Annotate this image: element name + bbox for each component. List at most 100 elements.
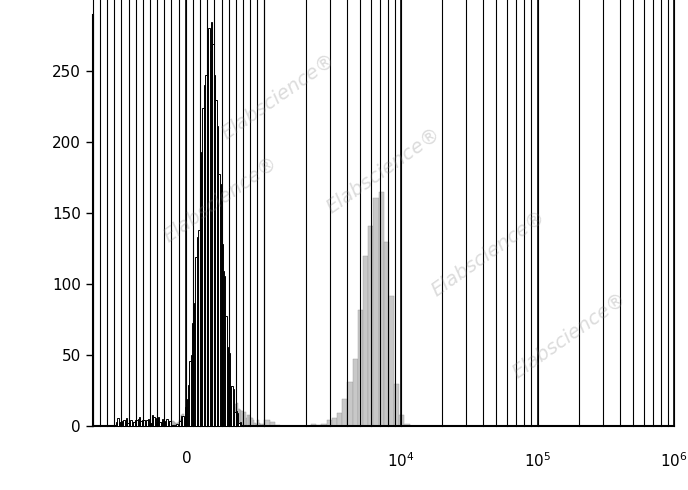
Bar [208, 27, 210, 426]
Text: Elabscience®: Elabscience® [509, 289, 630, 382]
Bar [227, 392, 228, 426]
Bar [202, 400, 204, 426]
Bar [193, 322, 194, 426]
Bar [133, 422, 135, 426]
Bar [195, 405, 197, 426]
Bar [158, 416, 159, 426]
Bar [165, 421, 166, 426]
Bar [185, 416, 186, 426]
Bar [172, 424, 173, 426]
Bar [168, 420, 169, 426]
Bar [215, 386, 217, 426]
Bar [166, 419, 168, 426]
Bar [378, 192, 384, 426]
Bar [210, 50, 211, 426]
Bar [201, 152, 202, 426]
Bar [155, 425, 156, 426]
Bar [246, 424, 247, 426]
Bar [181, 415, 182, 426]
Bar [130, 420, 132, 426]
Bar [129, 421, 130, 426]
Bar [409, 425, 415, 426]
Bar [235, 411, 237, 426]
Bar [332, 418, 337, 426]
Bar [394, 384, 399, 426]
Bar [233, 389, 234, 426]
Bar [374, 197, 378, 426]
Bar [156, 421, 158, 426]
Bar [168, 425, 169, 426]
Bar [162, 419, 164, 426]
Bar [352, 359, 358, 426]
Bar [189, 361, 191, 426]
Bar [239, 409, 240, 426]
Bar [138, 419, 139, 426]
Bar [208, 397, 210, 426]
Bar [201, 404, 202, 426]
Bar [228, 394, 230, 426]
Bar [243, 413, 244, 426]
Bar [227, 347, 228, 426]
Bar [143, 420, 144, 426]
Bar [123, 420, 125, 426]
Bar [175, 423, 176, 426]
Bar [160, 425, 162, 426]
Bar [240, 422, 241, 426]
Bar [188, 386, 189, 426]
Bar [200, 397, 201, 426]
Text: $10^6$: $10^6$ [660, 451, 688, 470]
Bar [241, 411, 243, 426]
Bar [182, 416, 184, 426]
Bar [204, 85, 205, 426]
Bar [191, 404, 193, 426]
Bar [189, 411, 191, 426]
Bar [223, 392, 224, 426]
Bar [219, 184, 221, 426]
Bar [182, 414, 184, 426]
Bar [171, 423, 172, 426]
Bar [206, 390, 208, 426]
Bar [237, 403, 239, 426]
Bar [219, 381, 221, 426]
Bar [194, 303, 195, 426]
Text: Elabscience®: Elabscience® [218, 50, 340, 144]
Bar [180, 421, 181, 426]
Bar [247, 416, 248, 426]
Bar [275, 425, 280, 426]
Bar [239, 423, 240, 426]
Bar [197, 237, 198, 426]
Bar [263, 424, 264, 426]
Bar [195, 257, 197, 426]
Bar [171, 425, 172, 426]
Bar [184, 418, 185, 426]
Bar [180, 420, 181, 426]
Bar [384, 243, 389, 426]
Bar [204, 393, 205, 426]
Bar [178, 425, 180, 426]
Bar [125, 420, 126, 426]
Bar [337, 413, 342, 426]
Bar [132, 422, 133, 426]
Text: Elabscience®: Elabscience® [427, 207, 549, 300]
Bar [240, 410, 241, 426]
Bar [148, 419, 149, 426]
Bar [347, 382, 352, 426]
Bar [144, 422, 147, 426]
Bar [211, 22, 213, 426]
Bar [224, 383, 226, 426]
Bar [230, 386, 231, 426]
Bar [389, 296, 394, 426]
Bar [202, 108, 204, 426]
Text: $10^4$: $10^4$ [387, 451, 415, 470]
Bar [264, 420, 270, 426]
Bar [255, 423, 256, 426]
Bar [185, 407, 186, 426]
Bar [260, 424, 261, 426]
Bar [215, 99, 217, 426]
Bar [194, 398, 195, 426]
Bar [169, 421, 171, 426]
Text: 0: 0 [182, 451, 191, 466]
Bar [205, 75, 206, 426]
Bar [243, 424, 244, 426]
Bar [160, 422, 162, 426]
